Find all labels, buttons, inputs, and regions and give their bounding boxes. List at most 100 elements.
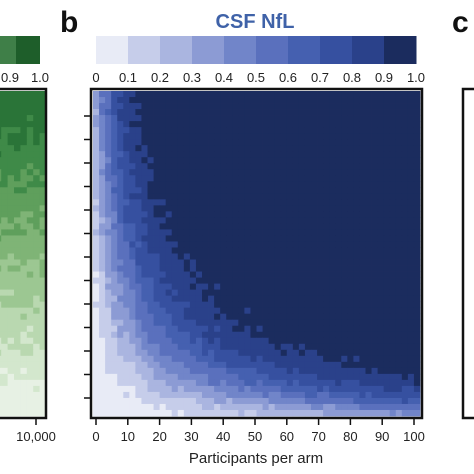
heatmap-cell <box>117 277 124 284</box>
heatmap-cell <box>335 331 342 339</box>
left-heatmap-cell <box>1 409 9 417</box>
heatmap-cell <box>256 151 263 158</box>
heatmap-cell <box>256 319 263 327</box>
heatmap-cell <box>202 139 209 146</box>
heatmap-cell <box>274 193 282 200</box>
colorbar-tick-label: 0.5 <box>247 70 265 85</box>
heatmap-cell <box>274 91 282 98</box>
heatmap-cell <box>99 367 106 375</box>
heatmap-cell <box>123 349 130 357</box>
heatmap-cell <box>262 373 270 381</box>
heatmap-cell <box>177 319 185 327</box>
heatmap-cell <box>323 229 330 236</box>
heatmap-cell <box>208 319 215 327</box>
heatmap-cell <box>311 343 318 351</box>
heatmap-cell <box>323 337 330 345</box>
heatmap-cell <box>383 109 391 116</box>
heatmap-cell <box>329 271 336 278</box>
heatmap-cell <box>383 133 391 140</box>
heatmap-cell <box>359 91 366 98</box>
left-heatmap-cell <box>14 313 21 321</box>
heatmap-cell <box>353 91 360 98</box>
heatmap-cell <box>353 169 360 176</box>
heatmap-cell <box>341 133 348 140</box>
heatmap-cell <box>280 301 288 309</box>
heatmap-cell <box>341 403 348 411</box>
heatmap-cell <box>280 355 288 363</box>
heatmap-cell <box>329 265 336 272</box>
heatmap-cell <box>365 373 372 381</box>
heatmap-cell <box>353 187 360 194</box>
heatmap-cell <box>183 385 191 393</box>
heatmap-cell <box>93 151 100 158</box>
heatmap-cell <box>105 139 112 146</box>
left-heatmap-cell <box>26 373 34 381</box>
heatmap-cell <box>238 253 245 260</box>
heatmap-cell <box>262 247 270 254</box>
heatmap-cell <box>407 217 415 224</box>
heatmap-cell <box>286 145 294 152</box>
left-heatmap-cell <box>20 229 28 236</box>
heatmap-cell <box>208 121 215 128</box>
heatmap-cell <box>171 283 179 291</box>
heatmap-cell <box>298 277 306 284</box>
heatmap-cell <box>341 355 348 363</box>
heatmap-cell <box>365 349 372 357</box>
heatmap-cell <box>371 319 379 327</box>
heatmap-cell <box>123 325 130 333</box>
heatmap-cell <box>232 223 239 230</box>
heatmap-cell <box>359 199 366 206</box>
heatmap-cell <box>413 217 421 224</box>
heatmap-cell <box>401 403 409 411</box>
heatmap-cell <box>189 373 197 381</box>
heatmap-cell <box>183 313 191 321</box>
heatmap-cell <box>220 349 227 357</box>
heatmap-cell <box>214 133 221 140</box>
left-heatmap-cell <box>20 361 28 369</box>
heatmap-cell <box>304 157 312 164</box>
heatmap-cell <box>123 103 130 110</box>
heatmap-cell <box>262 187 270 194</box>
heatmap-cell <box>220 145 227 152</box>
heatmap-cell <box>329 163 336 170</box>
heatmap-cell <box>159 187 167 194</box>
heatmap-cell <box>105 241 112 248</box>
heatmap-cell <box>129 163 136 170</box>
heatmap-cell <box>111 229 118 236</box>
heatmap-cell <box>129 253 136 260</box>
heatmap-cell <box>329 325 336 333</box>
heatmap-cell <box>147 241 154 248</box>
left-heatmap-cell <box>20 97 28 104</box>
left-heatmap-cell <box>20 205 28 212</box>
heatmap-cell <box>159 97 167 104</box>
heatmap-cell <box>159 277 167 284</box>
heatmap-cell <box>159 241 167 248</box>
heatmap-cell <box>286 385 294 393</box>
left-heatmap-cell <box>33 397 40 405</box>
heatmap-cell <box>141 397 148 405</box>
heatmap-cell <box>238 307 245 315</box>
heatmap-cell <box>183 391 191 399</box>
heatmap-cell <box>407 349 415 357</box>
heatmap-cell <box>407 157 415 164</box>
heatmap-cell <box>129 241 136 248</box>
heatmap-cell <box>153 223 161 230</box>
heatmap-cell <box>159 349 167 357</box>
left-heatmap-cell <box>1 391 9 399</box>
heatmap-cell <box>147 331 154 339</box>
left-heatmap-cell <box>1 145 9 152</box>
heatmap-cell <box>395 241 403 248</box>
heatmap-cell <box>214 103 221 110</box>
heatmap-cell <box>232 115 239 122</box>
heatmap-cell <box>323 265 330 272</box>
heatmap-cell <box>329 349 336 357</box>
heatmap-cell <box>359 181 366 188</box>
heatmap-cell <box>292 259 300 266</box>
heatmap-cell <box>347 247 354 254</box>
heatmap-cell <box>389 349 397 357</box>
heatmap-cell <box>165 313 173 321</box>
heatmap-cell <box>208 361 215 369</box>
left-heatmap-cell <box>7 319 15 327</box>
left-heatmap-cell <box>0 211 2 218</box>
heatmap-cell <box>335 199 342 206</box>
